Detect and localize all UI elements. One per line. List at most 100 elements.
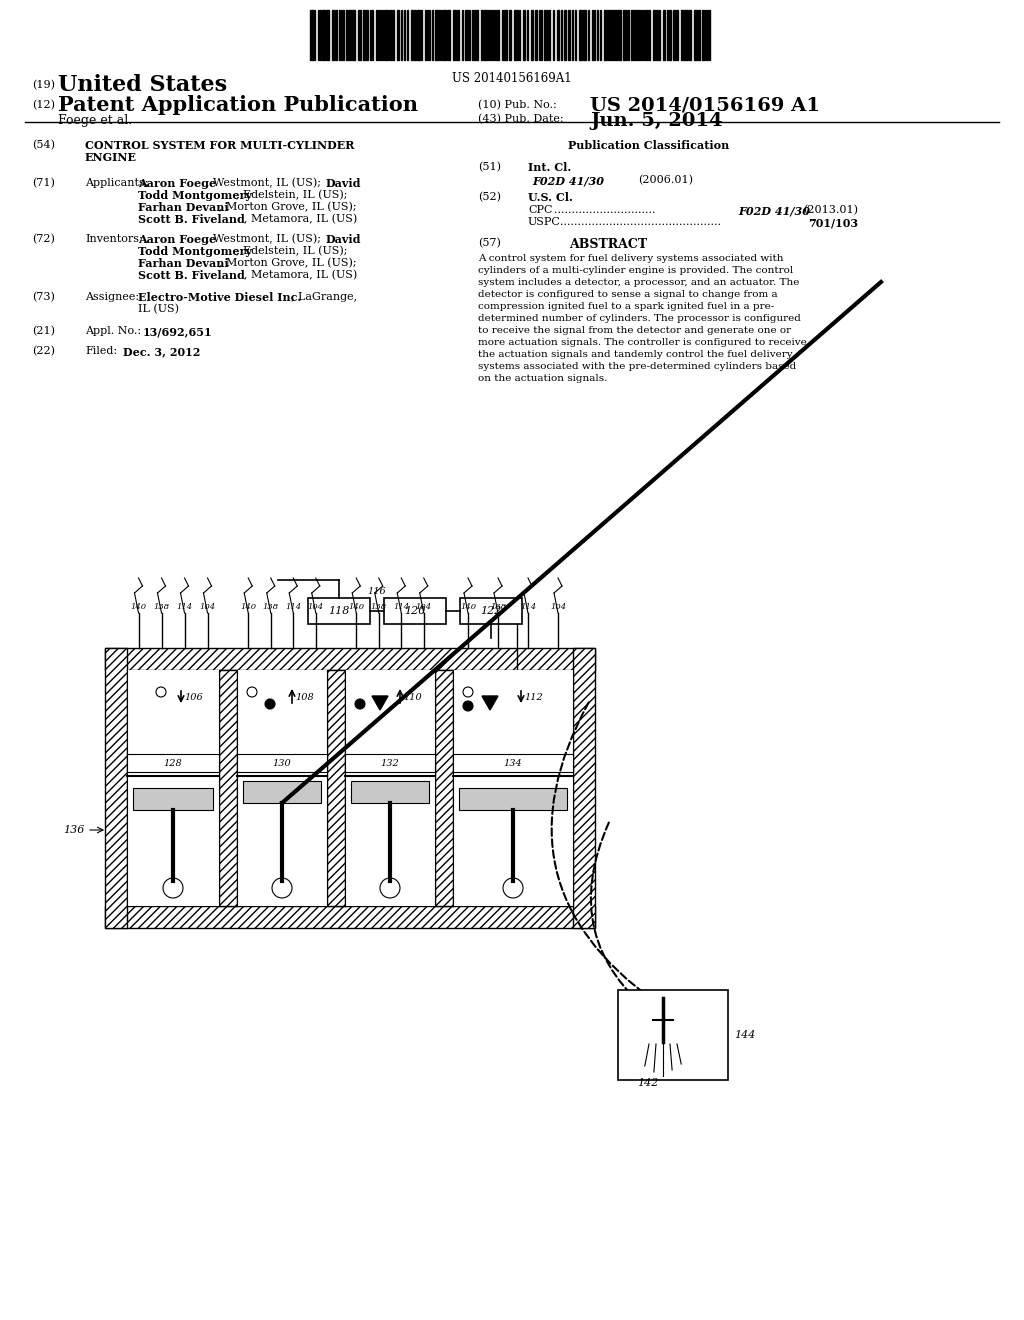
Bar bbox=[492, 11, 494, 59]
Bar bbox=[384, 598, 446, 624]
Circle shape bbox=[265, 700, 275, 709]
Bar bbox=[568, 11, 570, 59]
Text: (51): (51) bbox=[478, 162, 501, 173]
Text: Jun. 5, 2014: Jun. 5, 2014 bbox=[590, 112, 723, 129]
Bar bbox=[308, 598, 370, 624]
Bar bbox=[352, 11, 355, 59]
Bar bbox=[698, 11, 700, 59]
Bar bbox=[579, 11, 582, 59]
Text: systems associated with the pre-determined cylinders based: systems associated with the pre-determin… bbox=[478, 362, 797, 371]
Text: , Westmont, IL (US);: , Westmont, IL (US); bbox=[206, 234, 321, 244]
Bar bbox=[702, 11, 705, 59]
Text: cylinders of a multi-cylinder engine is provided. The control: cylinders of a multi-cylinder engine is … bbox=[478, 267, 794, 275]
Text: 134: 134 bbox=[504, 759, 522, 767]
Text: , Edelstein, IL (US);: , Edelstein, IL (US); bbox=[236, 246, 347, 256]
Text: 120: 120 bbox=[404, 606, 426, 616]
Text: 13/692,651: 13/692,651 bbox=[143, 326, 213, 337]
Text: 104: 104 bbox=[550, 603, 566, 611]
Text: US 2014/0156169 A1: US 2014/0156169 A1 bbox=[590, 96, 820, 114]
Bar bbox=[453, 754, 573, 772]
Bar bbox=[514, 11, 516, 59]
Bar bbox=[669, 11, 671, 59]
Bar bbox=[564, 11, 566, 59]
Text: , Metamora, IL (US): , Metamora, IL (US) bbox=[244, 214, 357, 224]
Bar bbox=[414, 11, 416, 59]
Text: (43) Pub. Date:: (43) Pub. Date: bbox=[478, 114, 563, 124]
Bar bbox=[219, 671, 237, 906]
Polygon shape bbox=[372, 696, 388, 710]
Bar bbox=[509, 11, 511, 59]
Bar bbox=[127, 671, 219, 906]
Text: Inventors:: Inventors: bbox=[85, 234, 142, 244]
Text: , Morton Grove, IL (US);: , Morton Grove, IL (US); bbox=[219, 202, 356, 213]
Text: 104: 104 bbox=[416, 603, 432, 611]
Text: Dec. 3, 2012: Dec. 3, 2012 bbox=[123, 346, 201, 356]
Bar bbox=[689, 11, 691, 59]
Text: more actuation signals. The controller is configured to receive: more actuation signals. The controller i… bbox=[478, 338, 807, 347]
Bar bbox=[417, 11, 420, 59]
Text: , Morton Grove, IL (US);: , Morton Grove, IL (US); bbox=[219, 257, 356, 268]
Text: 142: 142 bbox=[637, 1078, 658, 1088]
Circle shape bbox=[463, 701, 473, 711]
Text: 118: 118 bbox=[329, 606, 349, 616]
Text: Filed:: Filed: bbox=[85, 346, 117, 356]
Text: the actuation signals and tandemly control the fuel delivery: the actuation signals and tandemly contr… bbox=[478, 350, 793, 359]
Text: David: David bbox=[326, 234, 361, 246]
Bar bbox=[475, 11, 478, 59]
Text: .............................: ............................. bbox=[554, 205, 655, 215]
Text: 132: 132 bbox=[381, 759, 399, 767]
Circle shape bbox=[380, 878, 400, 898]
Text: 140: 140 bbox=[130, 603, 146, 611]
Text: F02D 41/30: F02D 41/30 bbox=[532, 176, 604, 186]
Text: to receive the signal from the detector and generate one or: to receive the signal from the detector … bbox=[478, 326, 792, 335]
Text: , Edelstein, IL (US);: , Edelstein, IL (US); bbox=[236, 190, 347, 201]
Text: Farhan Devani: Farhan Devani bbox=[138, 202, 228, 213]
Bar bbox=[531, 11, 534, 59]
Bar bbox=[447, 11, 450, 59]
Text: (71): (71) bbox=[32, 178, 55, 189]
Bar bbox=[557, 11, 559, 59]
Bar bbox=[676, 11, 678, 59]
Bar bbox=[346, 11, 348, 59]
Text: 140: 140 bbox=[241, 603, 256, 611]
Text: (57): (57) bbox=[478, 238, 501, 248]
Text: (2006.01): (2006.01) bbox=[638, 176, 693, 185]
Bar bbox=[673, 11, 675, 59]
Text: 104: 104 bbox=[200, 603, 216, 611]
Text: Patent Application Publication: Patent Application Publication bbox=[58, 95, 418, 115]
Bar bbox=[573, 648, 595, 928]
Polygon shape bbox=[482, 696, 498, 710]
Bar bbox=[310, 11, 313, 59]
Bar bbox=[435, 671, 453, 906]
Text: 114: 114 bbox=[286, 603, 301, 611]
Text: ..............................................: ........................................… bbox=[560, 216, 721, 227]
Text: David: David bbox=[326, 178, 361, 189]
Bar bbox=[544, 11, 546, 59]
Bar bbox=[523, 11, 525, 59]
Bar bbox=[453, 671, 573, 906]
Text: 112: 112 bbox=[524, 693, 543, 701]
Bar bbox=[411, 11, 413, 59]
Circle shape bbox=[247, 686, 257, 697]
Bar bbox=[443, 11, 446, 59]
Text: (21): (21) bbox=[32, 326, 55, 337]
Text: 106: 106 bbox=[184, 693, 203, 701]
Text: 130: 130 bbox=[272, 759, 292, 767]
Text: Assignee:: Assignee: bbox=[85, 292, 139, 302]
Bar bbox=[497, 11, 499, 59]
Bar bbox=[646, 11, 648, 59]
Bar bbox=[604, 11, 607, 59]
Bar bbox=[472, 11, 474, 59]
Text: F02D 41/30: F02D 41/30 bbox=[738, 205, 810, 216]
Bar bbox=[663, 11, 665, 59]
Text: Scott B. Fiveland: Scott B. Fiveland bbox=[138, 214, 245, 224]
Text: U.S. Cl.: U.S. Cl. bbox=[528, 191, 572, 203]
Circle shape bbox=[503, 878, 523, 898]
Text: 138: 138 bbox=[263, 603, 279, 611]
Text: 138: 138 bbox=[154, 603, 170, 611]
Text: ABSTRACT: ABSTRACT bbox=[569, 238, 647, 251]
Text: 138: 138 bbox=[371, 603, 387, 611]
Text: CPC: CPC bbox=[528, 205, 553, 215]
Circle shape bbox=[355, 700, 365, 709]
Bar bbox=[133, 788, 213, 810]
